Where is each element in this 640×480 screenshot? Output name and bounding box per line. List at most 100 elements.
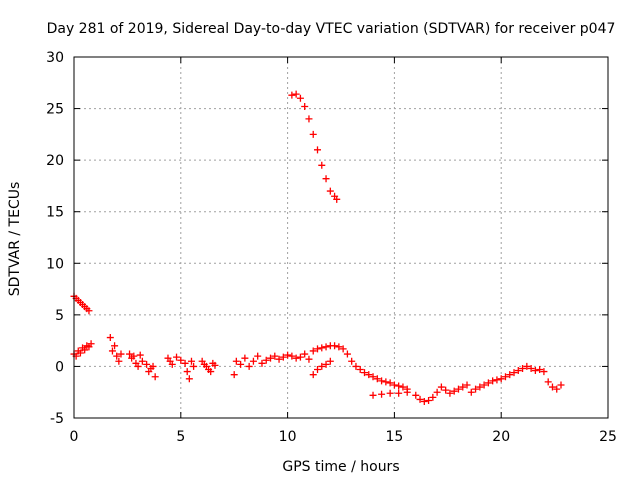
data-point xyxy=(296,94,304,102)
data-point xyxy=(322,360,330,368)
data-point xyxy=(117,350,125,358)
data-point xyxy=(288,352,296,360)
data-point xyxy=(369,373,377,381)
data-point xyxy=(134,362,142,370)
data-point xyxy=(138,357,146,365)
y-tick-label: 15 xyxy=(46,205,64,221)
x-axis: 0 5 10 15 20 25 xyxy=(70,57,617,445)
data-point xyxy=(284,351,292,359)
data-point xyxy=(318,344,326,352)
data-point xyxy=(519,364,527,372)
data-point xyxy=(254,352,262,360)
data-point xyxy=(309,371,317,379)
data-point xyxy=(187,357,195,365)
data-point xyxy=(399,383,407,391)
data-point xyxy=(339,345,347,353)
data-point xyxy=(373,375,381,383)
data-point xyxy=(352,362,360,370)
data-point xyxy=(309,347,317,355)
data-point xyxy=(429,393,437,401)
data-point xyxy=(177,356,185,364)
data-points xyxy=(70,90,565,405)
data-point xyxy=(111,342,119,350)
data-point xyxy=(467,388,475,396)
x-tick-label: 25 xyxy=(599,429,617,445)
data-point xyxy=(143,360,151,368)
data-point xyxy=(230,371,238,379)
data-point xyxy=(149,362,157,370)
data-point xyxy=(497,375,505,383)
data-point xyxy=(151,373,159,381)
data-point xyxy=(181,359,189,367)
data-point xyxy=(390,381,398,389)
x-tick-label: 10 xyxy=(279,429,297,445)
data-point xyxy=(425,396,433,404)
y-tick-label: 30 xyxy=(46,50,64,66)
data-point xyxy=(493,376,501,384)
data-point xyxy=(395,389,403,397)
data-point xyxy=(489,377,497,385)
data-point xyxy=(333,195,341,203)
data-point xyxy=(548,383,556,391)
data-point xyxy=(437,383,445,391)
data-point xyxy=(318,362,326,370)
data-point xyxy=(510,369,518,377)
data-point xyxy=(168,360,176,368)
data-point xyxy=(211,361,219,369)
data-point xyxy=(301,103,309,111)
data-point xyxy=(271,352,279,360)
data-point xyxy=(305,115,313,123)
data-point xyxy=(322,175,330,183)
data-point xyxy=(279,353,287,361)
data-point xyxy=(108,347,116,355)
y-axis: -5 0 5 10 15 20 25 30 xyxy=(46,50,608,427)
data-point xyxy=(531,367,539,375)
data-point xyxy=(463,381,471,389)
plot-frame xyxy=(73,56,609,419)
data-point xyxy=(523,362,531,370)
grid xyxy=(74,57,608,418)
data-point xyxy=(369,391,377,399)
data-point xyxy=(207,368,215,376)
data-point xyxy=(472,385,480,393)
data-point xyxy=(322,343,330,351)
data-point xyxy=(314,345,322,353)
data-point xyxy=(501,373,509,381)
data-point xyxy=(442,386,450,394)
data-point xyxy=(130,352,138,360)
data-point xyxy=(365,371,373,379)
data-point xyxy=(557,381,565,389)
data-point xyxy=(305,355,313,363)
y-tick-label: 5 xyxy=(55,308,64,324)
data-point xyxy=(81,346,89,354)
data-point xyxy=(527,364,535,372)
data-point xyxy=(115,357,123,365)
data-point xyxy=(267,354,275,362)
data-point xyxy=(378,377,386,385)
data-point xyxy=(386,389,394,397)
data-point xyxy=(87,340,95,348)
data-point xyxy=(356,366,364,374)
x-tick-label: 5 xyxy=(176,429,185,445)
data-point xyxy=(292,354,300,362)
data-point xyxy=(249,357,257,365)
data-point xyxy=(113,352,121,360)
data-point xyxy=(386,379,394,387)
y-tick-label: 25 xyxy=(46,102,64,118)
data-point xyxy=(454,385,462,393)
data-point xyxy=(190,362,198,370)
data-point xyxy=(296,353,304,361)
data-point xyxy=(76,349,84,357)
y-axis-label: SDTVAR / TECUs xyxy=(7,182,23,297)
data-point xyxy=(459,383,467,391)
data-point xyxy=(331,342,339,350)
x-tick-label: 0 xyxy=(70,429,79,445)
data-point xyxy=(335,343,343,351)
data-point xyxy=(126,350,134,358)
data-point xyxy=(106,334,114,342)
data-point xyxy=(450,387,458,395)
data-point xyxy=(348,357,356,365)
data-point xyxy=(292,90,300,98)
data-point xyxy=(262,356,270,364)
